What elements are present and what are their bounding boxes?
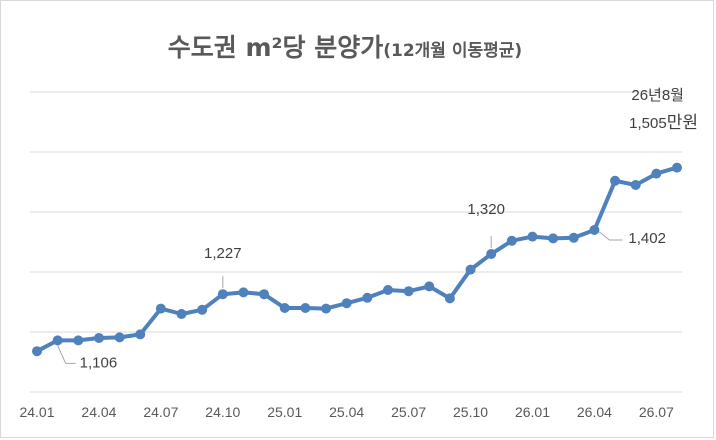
data-point	[32, 346, 42, 357]
data-point	[486, 249, 497, 259]
data-point	[259, 289, 270, 300]
data-point	[52, 335, 63, 346]
x-tick-label: 25.07	[391, 404, 426, 420]
data-point	[114, 332, 125, 343]
annotation-leaders	[57, 231, 623, 364]
data-point	[589, 225, 600, 235]
x-tick-label: 25.10	[453, 404, 488, 420]
data-point	[465, 264, 476, 275]
data-point	[135, 329, 146, 340]
annotation-label: 1,402	[628, 230, 666, 247]
data-point	[610, 175, 621, 186]
data-point	[93, 333, 104, 343]
annotation-label: 1,227	[204, 245, 242, 262]
data-point	[176, 309, 187, 319]
data-point	[548, 233, 559, 244]
data-point	[238, 287, 249, 298]
data-point	[300, 303, 311, 313]
data-point	[73, 335, 84, 346]
annotation-leader	[57, 345, 76, 364]
x-tick-label: 24.01	[19, 404, 54, 420]
series-line	[36, 165, 678, 353]
data-point	[568, 232, 579, 243]
end-label-value: 1,505만원	[629, 113, 698, 132]
x-tick-labels: 24.01 24.04 24.07 24.10 25.01 25.04 25.07 25.10…	[19, 404, 674, 420]
end-label-unit: 만원	[667, 113, 698, 132]
data-point	[651, 168, 662, 179]
data-point	[321, 303, 332, 314]
x-tick-label: 26.07	[639, 404, 674, 420]
data-point	[403, 286, 414, 297]
x-tick-label: 26.04	[577, 404, 612, 420]
data-point	[362, 292, 373, 303]
x-tick-label: 25.01	[267, 404, 302, 420]
data-point	[155, 303, 166, 314]
annotation-label: 1,320	[467, 201, 505, 218]
x-tick-label: 24.10	[205, 404, 240, 420]
data-point	[444, 293, 455, 304]
data-point	[382, 285, 393, 295]
data-point	[341, 298, 352, 309]
x-tick-label: 24.07	[143, 404, 178, 420]
data-point	[424, 281, 435, 292]
chart-title-suffix: (12개월 이동평균)	[383, 41, 522, 61]
x-tick-label: 25.04	[329, 404, 364, 420]
chart-title: 수도권 m²당 분양가(12개월 이동평균)	[168, 33, 522, 62]
x-tick-label: 24.04	[81, 404, 116, 420]
annotations: 1,106 1,227 1,320 1,402	[80, 201, 666, 371]
end-label-date: 26년8월	[631, 87, 684, 104]
data-point	[217, 289, 228, 300]
gridlines	[30, 91, 682, 393]
data-points	[32, 162, 682, 357]
data-point	[197, 304, 208, 315]
chart-title-main: 수도권 m²당 분양가	[168, 33, 383, 62]
data-point	[527, 231, 538, 242]
data-point	[630, 180, 641, 190]
data-point	[279, 303, 290, 313]
end-label-number: 1,505	[629, 115, 667, 132]
x-tick-label: 26.01	[515, 404, 550, 420]
data-point	[672, 162, 682, 173]
data-point	[506, 235, 517, 246]
annotation-leader	[599, 231, 623, 241]
annotation-label: 1,106	[80, 354, 118, 371]
